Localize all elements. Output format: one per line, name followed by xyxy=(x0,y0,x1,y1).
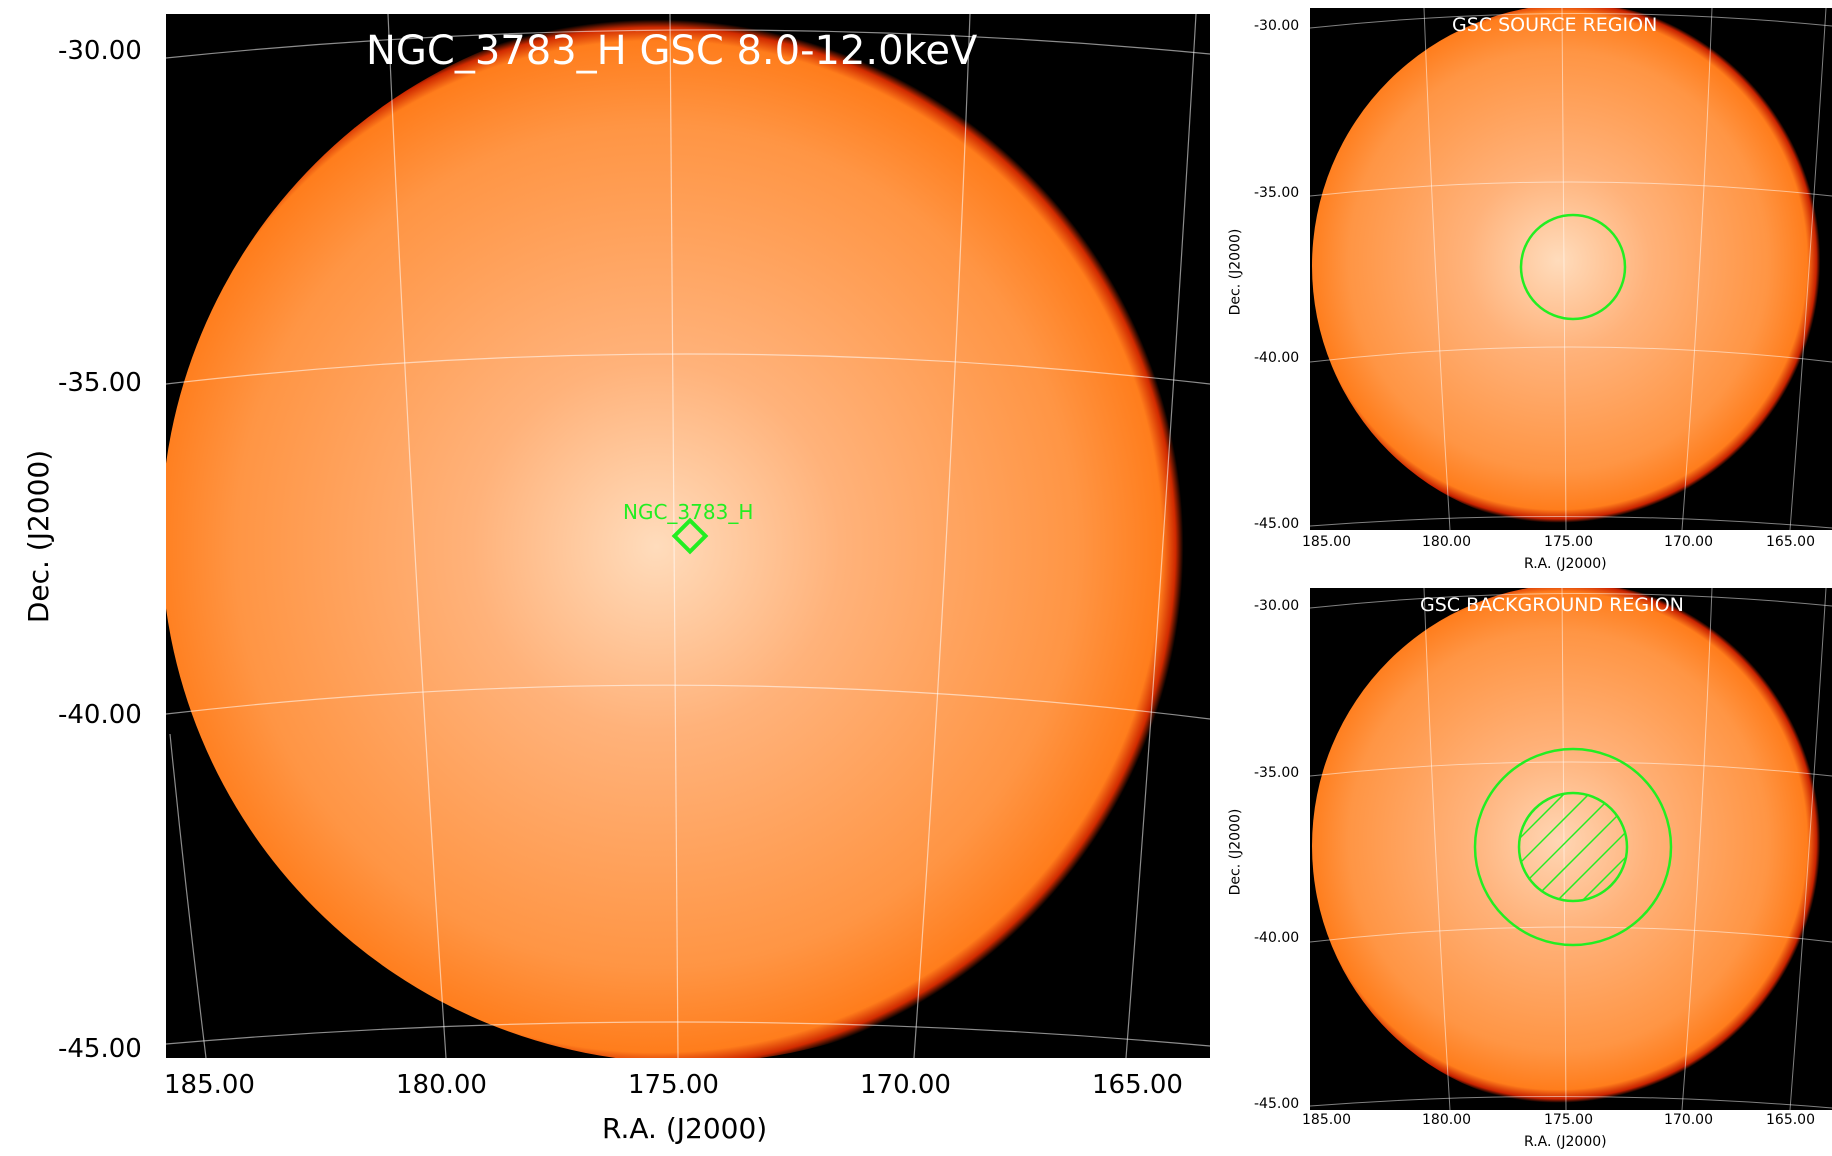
source-x-tick: 185.00 xyxy=(1302,534,1351,550)
main-y-tick: -35.00 xyxy=(58,368,142,398)
main-sky-svg xyxy=(166,14,1210,1058)
background-x-axis-title: R.A. (J2000) xyxy=(1524,1134,1607,1150)
main-y-tick: -45.00 xyxy=(58,1034,142,1064)
source-label: NGC_3783_H xyxy=(623,500,754,524)
background-x-tick: 170.00 xyxy=(1664,1112,1713,1128)
source-marker xyxy=(671,517,709,555)
main-x-tick: 165.00 xyxy=(1092,1070,1183,1100)
main-x-tick: 180.00 xyxy=(396,1070,487,1100)
main-x-tick: 170.00 xyxy=(860,1070,951,1100)
source-x-tick: 170.00 xyxy=(1664,534,1713,550)
background-y-tick: -30.00 xyxy=(1254,598,1300,614)
detector-disk xyxy=(1312,8,1832,528)
background-y-tick: -45.00 xyxy=(1254,1096,1300,1112)
background-outer-circle xyxy=(1473,747,1673,947)
detector-disk xyxy=(166,14,1210,1058)
background-region-image: GSC BACKGROUND REGION xyxy=(1310,588,1832,1110)
source-region-circle xyxy=(1519,213,1627,321)
main-y-axis-title: Dec. (J2000) xyxy=(22,449,56,624)
source-y-axis-title: Dec. (J2000) xyxy=(1227,228,1244,316)
background-x-tick: 180.00 xyxy=(1422,1112,1471,1128)
background-region-title: GSC BACKGROUND REGION xyxy=(1420,594,1684,616)
source-y-tick: -45.00 xyxy=(1254,516,1300,532)
main-x-axis-title: R.A. (J2000) xyxy=(602,1112,768,1145)
coordinate-grid xyxy=(1310,8,1832,530)
coordinate-grid xyxy=(1310,588,1832,1110)
source-x-tick: 175.00 xyxy=(1544,534,1593,550)
main-title: NGC_3783_H GSC 8.0-12.0keV xyxy=(366,28,978,74)
main-x-tick: 185.00 xyxy=(164,1070,255,1100)
background-y-tick: -35.00 xyxy=(1254,765,1300,781)
source-y-tick: -35.00 xyxy=(1254,185,1300,201)
source-x-axis-title: R.A. (J2000) xyxy=(1524,556,1607,572)
main-x-tick: 175.00 xyxy=(628,1070,719,1100)
background-x-tick: 165.00 xyxy=(1766,1112,1815,1128)
source-y-tick: -30.00 xyxy=(1254,18,1300,34)
main-y-tick: -40.00 xyxy=(58,700,142,730)
source-region-title: GSC SOURCE REGION xyxy=(1452,14,1658,36)
source-region-image: GSC SOURCE REGION xyxy=(1310,8,1832,530)
background-x-tick: 185.00 xyxy=(1302,1112,1351,1128)
background-y-tick: -40.00 xyxy=(1254,930,1300,946)
detector-disk xyxy=(1312,588,1832,1108)
source-y-tick: -40.00 xyxy=(1254,350,1300,366)
main-sky-image: NGC_3783_H GSC 8.0-12.0keV NGC_3783_H xyxy=(166,14,1210,1058)
source-region-svg xyxy=(1310,8,1832,530)
background-region-svg xyxy=(1310,588,1832,1110)
main-y-tick: -30.00 xyxy=(58,36,142,66)
source-x-tick: 180.00 xyxy=(1422,534,1471,550)
background-inner-circle xyxy=(1517,791,1629,903)
background-x-tick: 175.00 xyxy=(1544,1112,1593,1128)
source-x-tick: 165.00 xyxy=(1766,534,1815,550)
background-y-axis-title: Dec. (J2000) xyxy=(1227,808,1244,896)
